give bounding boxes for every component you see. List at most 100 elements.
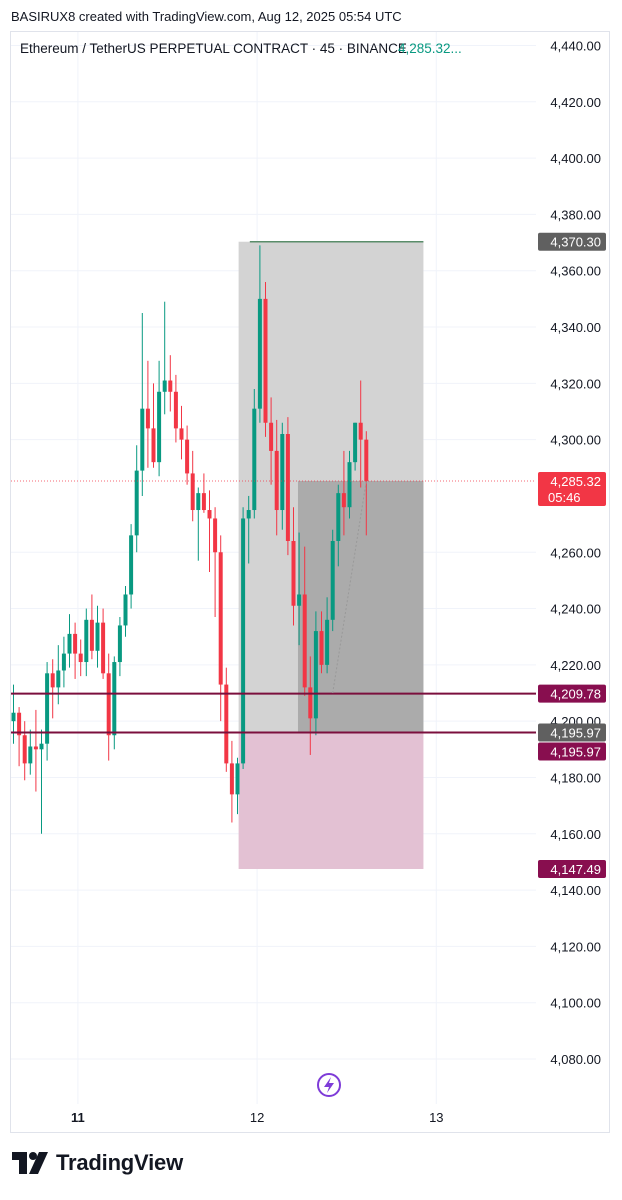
candle-down: [185, 439, 190, 474]
candle-up: [45, 673, 50, 744]
y-tick-label: 4,380.00: [550, 207, 601, 222]
candle-up: [67, 633, 72, 654]
candle-up: [325, 619, 330, 665]
y-tick-label: 4,340.00: [550, 320, 601, 335]
candle-up: [241, 518, 246, 764]
price-label-box: [538, 859, 606, 878]
price-label-text: 4,209.78: [550, 687, 601, 702]
stop-zone[interactable]: [238, 732, 424, 869]
candle-down: [213, 518, 218, 553]
price-label-box: [538, 723, 606, 742]
candles: [11, 245, 369, 834]
candle-up: [95, 622, 100, 651]
candle-down: [73, 633, 78, 654]
candle-down: [22, 735, 27, 764]
candle-down: [168, 380, 173, 392]
chart-canvas[interactable]: 4,440.00 4,420.00 4,400.00 4,380.00 4,360.00…: [0, 0, 622, 1140]
chart-frame: [10, 31, 610, 1133]
candle-down: [218, 552, 223, 685]
candle-down: [190, 473, 195, 511]
candle-down: [17, 712, 22, 736]
price-label-box: [538, 232, 606, 251]
candle-down: [319, 631, 324, 665]
candle-down: [291, 540, 296, 606]
candle-up: [235, 763, 240, 795]
candle-down: [151, 428, 156, 463]
price-label-text: 4,370.30: [550, 235, 601, 250]
price-label-box: [538, 471, 606, 506]
candle-down: [285, 434, 290, 541]
tradingview-logo: TradingView: [12, 1150, 183, 1176]
candle-up: [117, 625, 122, 663]
countdown-text: 05:46: [548, 490, 581, 505]
candle-up: [162, 380, 167, 392]
candle-down: [358, 422, 363, 440]
candle-down: [78, 653, 83, 663]
overlays: [11, 480, 536, 734]
candle-down: [308, 687, 313, 719]
candle-down: [89, 619, 94, 651]
candle-up: [56, 670, 61, 688]
candle-up: [84, 619, 89, 663]
entry-zone-filled[interactable]: [297, 480, 424, 733]
candle-down: [50, 673, 55, 688]
candle-up: [39, 743, 44, 750]
candle-up: [134, 470, 139, 536]
candle-down: [263, 298, 268, 423]
candle-down: [302, 594, 307, 688]
candle-up: [336, 493, 341, 541]
candle-up: [252, 408, 257, 511]
x-tick-label: 13: [429, 1110, 443, 1125]
candle-up: [330, 540, 335, 620]
candle-up: [280, 434, 285, 511]
price-label-text: 4,147.49: [550, 862, 601, 877]
candle-up: [112, 662, 117, 736]
chart-credit: BASIRUX8 created with TradingView.com, A…: [11, 9, 402, 24]
candle-up: [347, 462, 352, 508]
y-tick-label: 4,260.00: [550, 545, 601, 560]
candle-up: [297, 594, 302, 606]
candle-up: [157, 391, 162, 463]
legend-symbol: Ethereum / TetherUS PERPETUAL CONTRACT ·…: [20, 41, 407, 56]
y-tick-label: 4,220.00: [550, 658, 601, 673]
candle-down: [274, 450, 279, 511]
candle-up: [140, 408, 145, 471]
candle-down: [341, 493, 346, 508]
y-tick-label: 4,120.00: [550, 939, 601, 954]
tradingview-logo-icon: [12, 1152, 48, 1174]
y-tick-label: 4,100.00: [550, 996, 601, 1011]
legend: Ethereum / TetherUS PERPETUAL CONTRACT ·…: [20, 41, 462, 56]
price-label-box: [538, 742, 606, 761]
y-tick-label: 4,400.00: [550, 151, 601, 166]
y-tick-label: 4,300.00: [550, 433, 601, 448]
y-tick-label: 4,080.00: [550, 1052, 601, 1067]
candle-up: [257, 298, 262, 409]
candle-down: [33, 746, 38, 750]
price-label-text: 4,195.97: [550, 745, 601, 760]
candle-down: [229, 763, 234, 795]
candle-up: [61, 653, 66, 671]
y-tick-label: 4,160.00: [550, 827, 601, 842]
y-tick-label: 4,320.00: [550, 376, 601, 391]
candle-down: [101, 622, 106, 674]
candle-up: [28, 746, 33, 764]
price-axis[interactable]: 4,440.00 4,420.00 4,400.00 4,380.00 4,360.00…: [550, 39, 601, 1068]
lightning-icon[interactable]: [317, 1073, 341, 1097]
candle-down: [364, 439, 369, 481]
x-tick-label: 12: [250, 1110, 264, 1125]
candle-down: [145, 408, 150, 429]
candle-up: [11, 712, 16, 722]
y-tick-label: 4,420.00: [550, 95, 601, 110]
price-label-box: [538, 684, 606, 703]
time-axis[interactable]: 11 12 13: [71, 1110, 444, 1125]
y-tick-label: 4,180.00: [550, 770, 601, 785]
candle-down: [207, 510, 212, 519]
candle-up: [129, 535, 134, 595]
y-tick-label: 4,360.00: [550, 264, 601, 279]
y-tick-label: 4,140.00: [550, 883, 601, 898]
y-tick-label: 4,440.00: [550, 39, 601, 54]
candle-down: [179, 428, 184, 440]
candle-down: [201, 493, 206, 511]
candle-up: [313, 631, 318, 719]
